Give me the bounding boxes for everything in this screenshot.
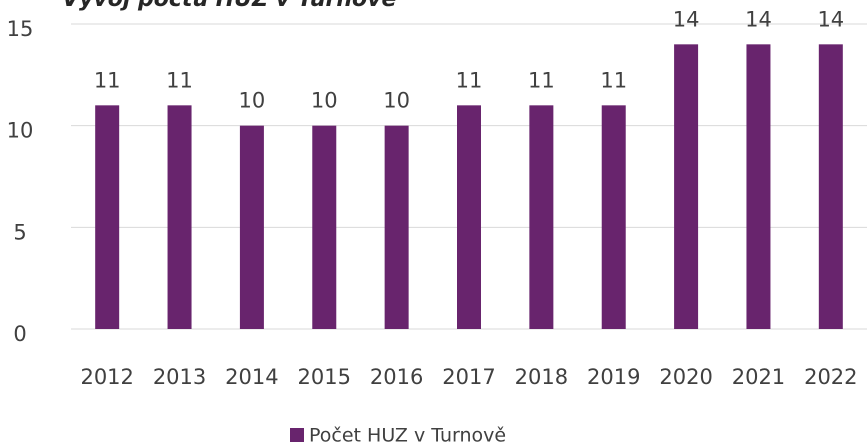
bar [601, 105, 626, 329]
x-tick-label: 2015 [298, 365, 351, 389]
data-label: 11 [94, 68, 121, 92]
x-tick-label: 2017 [442, 365, 495, 389]
x-tick-label: 2013 [153, 365, 206, 389]
bar [384, 125, 409, 330]
x-tick-label: 2020 [659, 365, 712, 389]
x-tick-label: 2016 [370, 365, 423, 389]
data-label: 10 [239, 89, 266, 113]
chart-title: Vývoj počtu HUZ v Turnově [62, 0, 396, 12]
data-label: 11 [600, 68, 627, 92]
x-tick-label: 2014 [225, 365, 278, 389]
data-label: 11 [166, 68, 193, 92]
x-tick-label: 2012 [80, 365, 133, 389]
bar [167, 105, 192, 329]
bar [457, 105, 481, 329]
bar [529, 105, 554, 329]
data-label: 11 [528, 68, 555, 92]
data-label: 14 [817, 7, 844, 31]
x-tick-label: 2021 [732, 365, 785, 389]
y-tick-label: 15 [7, 17, 34, 41]
data-label: 11 [456, 68, 483, 92]
legend-swatch [290, 428, 304, 442]
bar [95, 105, 120, 329]
y-tick-label: 5 [13, 220, 26, 244]
y-tick-label: 10 [7, 119, 34, 143]
data-label: 10 [383, 89, 410, 113]
bar [674, 44, 699, 329]
legend-label: Počet HUZ v Turnově [309, 425, 506, 447]
data-label: 14 [745, 7, 772, 31]
x-tick-label: 2018 [515, 365, 568, 389]
y-tick-label: 0 [13, 322, 26, 346]
bar [239, 125, 264, 330]
bar [312, 125, 337, 330]
x-tick-label: 2022 [804, 365, 857, 389]
data-label: 14 [673, 7, 700, 31]
bar [818, 44, 843, 329]
bar [746, 44, 771, 329]
data-label: 10 [311, 89, 338, 113]
x-tick-label: 2019 [587, 365, 640, 389]
